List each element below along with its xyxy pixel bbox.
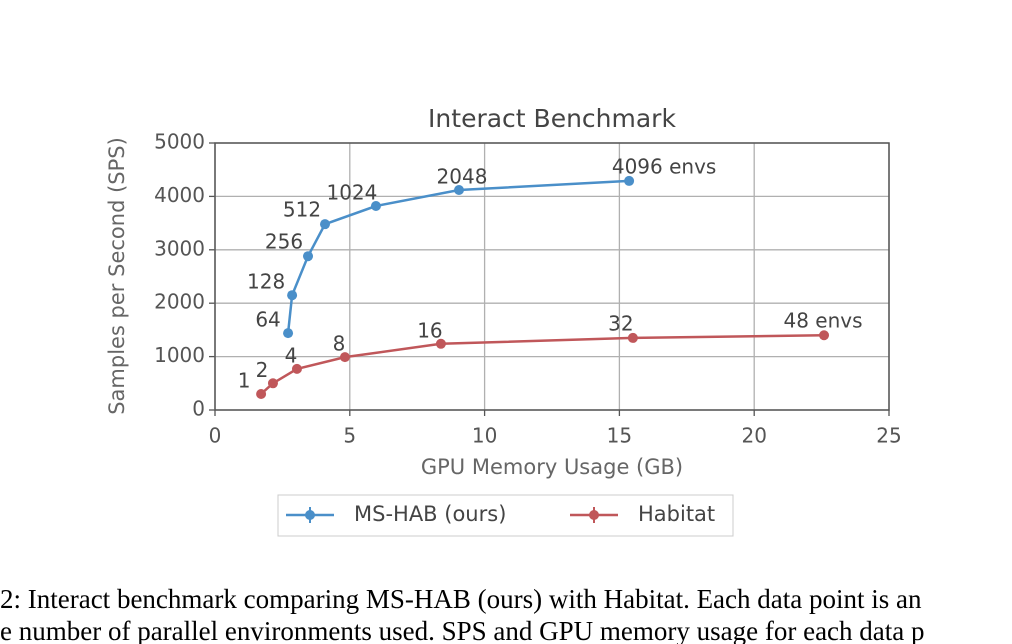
point-label: 2 [256, 358, 269, 382]
x-tick-label: 10 [472, 424, 497, 448]
y-axis-label: Samples per Second (SPS) [105, 137, 129, 415]
y-tick-label: 5000 [154, 130, 205, 154]
data-point [256, 388, 267, 399]
x-tick-label: 25 [876, 424, 901, 448]
y-tick-label: 4000 [154, 183, 205, 207]
point-label: 1 [238, 368, 251, 392]
data-point [624, 175, 635, 186]
point-label: 8 [333, 332, 346, 356]
x-tick-label: 5 [343, 424, 356, 448]
data-point [819, 330, 830, 341]
plot-frame [214, 142, 890, 411]
y-tick-label: 1000 [154, 343, 205, 367]
point-label: 2048 [437, 164, 488, 188]
y-tick-label: 2000 [154, 290, 205, 314]
x-tick-label: 0 [209, 424, 222, 448]
y-tick-label: 0 [192, 397, 205, 421]
legend-marker [589, 510, 599, 520]
point-label: 128 [247, 270, 285, 294]
data-point [291, 363, 302, 374]
legend-label: MS-HAB (ours) [354, 502, 506, 526]
data-point [283, 328, 294, 339]
point-label: 512 [283, 198, 321, 222]
data-point [303, 251, 314, 262]
point-label: 64 [255, 308, 280, 332]
point-label: 1024 [326, 181, 377, 205]
x-tick-label: 15 [607, 424, 632, 448]
data-point [453, 184, 464, 195]
chart-title: Interact Benchmark [428, 104, 676, 133]
point-label: 32 [608, 311, 633, 335]
x-tick-label: 20 [741, 424, 766, 448]
data-point [627, 332, 638, 343]
point-label: 48 envs [784, 309, 863, 333]
caption-line: e number of parallel environments used. … [0, 616, 925, 644]
data-point [370, 201, 381, 212]
y-tick-label: 3000 [154, 236, 205, 260]
point-label: 256 [265, 230, 303, 254]
point-label: 4096 envs [612, 154, 717, 178]
legend-box [277, 494, 734, 537]
point-label: 4 [285, 343, 298, 367]
caption-line: 2: Interact benchmark comparing MS-HAB (… [0, 584, 922, 614]
legend-label: Habitat [638, 502, 715, 526]
data-point [435, 338, 446, 349]
data-point [319, 219, 330, 230]
series-line [260, 333, 825, 395]
x-axis-label: GPU Memory Usage (GB) [421, 455, 683, 479]
point-label: 16 [417, 318, 442, 342]
data-point [267, 378, 278, 389]
data-point [339, 352, 350, 363]
data-point [287, 290, 298, 301]
legend-marker [305, 510, 315, 520]
